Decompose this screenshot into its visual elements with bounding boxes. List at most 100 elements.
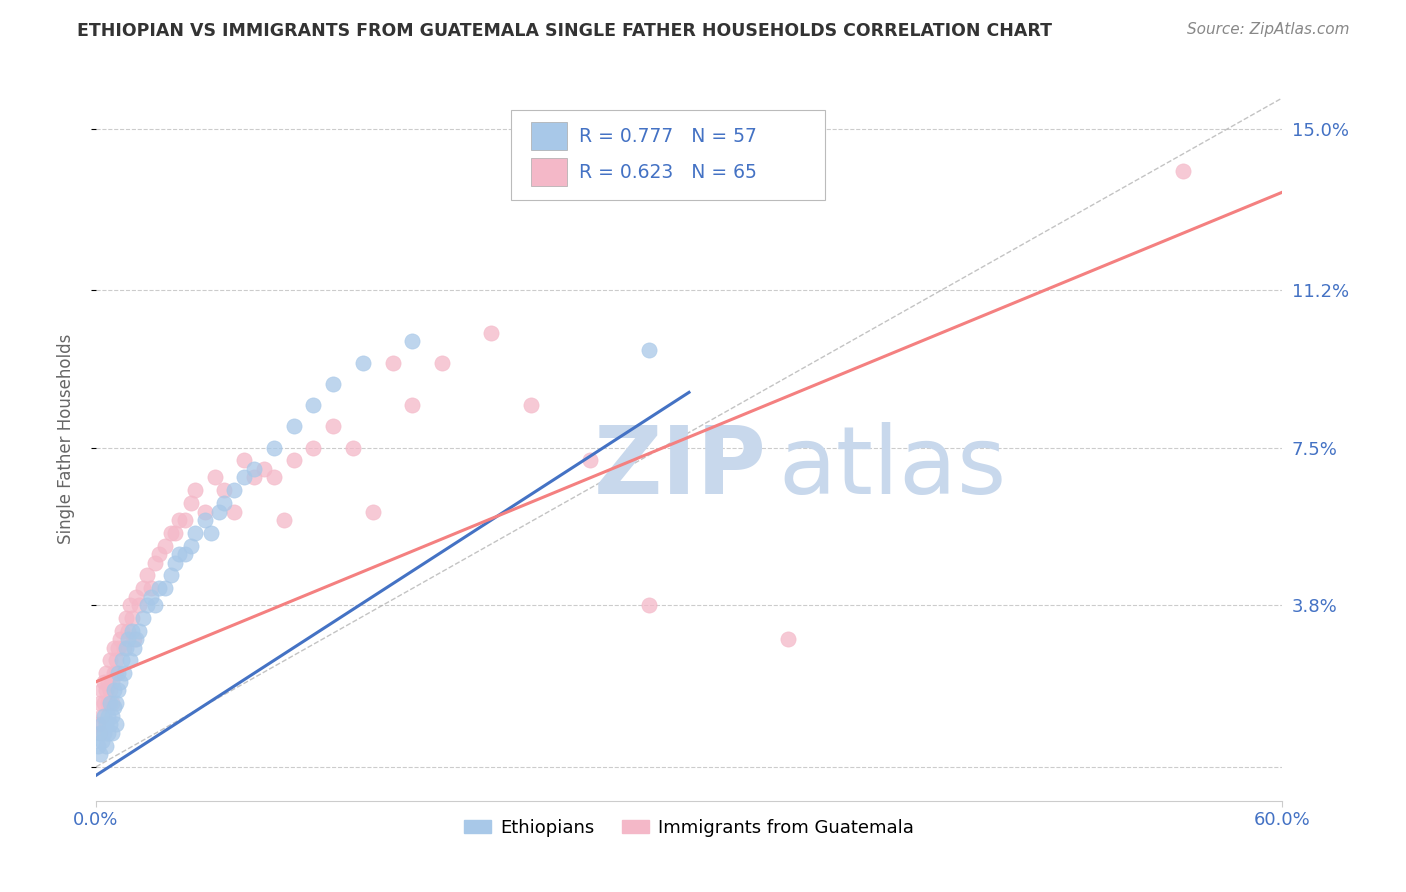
Point	[263, 470, 285, 484]
Point	[117, 624, 139, 638]
Point	[273, 513, 295, 527]
Point	[184, 525, 207, 540]
Point	[101, 674, 124, 689]
Point	[124, 632, 146, 647]
Point	[114, 640, 136, 655]
Point	[108, 632, 131, 647]
Point	[103, 683, 125, 698]
Point	[114, 611, 136, 625]
Point	[401, 334, 423, 349]
Point	[103, 700, 125, 714]
Bar	[531, 159, 567, 186]
Point	[479, 326, 502, 340]
Bar	[531, 122, 567, 150]
Point	[94, 683, 117, 698]
Point	[165, 525, 187, 540]
Point	[638, 598, 661, 612]
Point	[136, 568, 159, 582]
Point	[101, 708, 124, 723]
Point	[214, 496, 236, 510]
Point	[143, 556, 166, 570]
Text: R = 0.777   N = 57: R = 0.777 N = 57	[579, 127, 756, 145]
Point	[98, 683, 121, 698]
Point	[128, 598, 150, 612]
Point	[638, 343, 661, 357]
Point	[111, 653, 134, 667]
Point	[302, 398, 325, 412]
Text: ZIP: ZIP	[595, 422, 768, 514]
Point	[97, 708, 120, 723]
Text: R = 0.623   N = 65: R = 0.623 N = 65	[579, 162, 756, 182]
Point	[89, 726, 111, 740]
Point	[121, 611, 143, 625]
Point	[160, 525, 183, 540]
Point	[108, 674, 131, 689]
Point	[111, 624, 134, 638]
Point	[141, 590, 163, 604]
Point	[200, 525, 222, 540]
Point	[87, 717, 110, 731]
Point	[117, 632, 139, 647]
Point	[124, 590, 146, 604]
Point	[97, 674, 120, 689]
Point	[128, 624, 150, 638]
Point	[104, 666, 127, 681]
Point	[97, 696, 120, 710]
Point	[98, 653, 121, 667]
Point	[167, 513, 190, 527]
Point	[283, 419, 305, 434]
Point	[107, 666, 129, 681]
Point	[233, 453, 256, 467]
Point	[401, 398, 423, 412]
Point	[143, 598, 166, 612]
Point	[93, 696, 115, 710]
Point	[97, 726, 120, 740]
Point	[107, 640, 129, 655]
Point	[87, 739, 110, 753]
Point	[98, 696, 121, 710]
Point	[104, 696, 127, 710]
Point	[136, 598, 159, 612]
Point	[107, 683, 129, 698]
Point	[91, 734, 114, 748]
Point	[132, 611, 155, 625]
Point	[103, 640, 125, 655]
Point	[121, 624, 143, 638]
Point	[302, 441, 325, 455]
Point	[112, 640, 135, 655]
Point	[148, 547, 170, 561]
Point	[94, 717, 117, 731]
Point	[122, 640, 145, 655]
Point	[520, 398, 543, 412]
Point	[104, 653, 127, 667]
Text: ETHIOPIAN VS IMMIGRANTS FROM GUATEMALA SINGLE FATHER HOUSEHOLDS CORRELATION CHAR: ETHIOPIAN VS IMMIGRANTS FROM GUATEMALA S…	[77, 22, 1052, 40]
Text: Source: ZipAtlas.com: Source: ZipAtlas.com	[1187, 22, 1350, 37]
Point	[243, 470, 266, 484]
Point	[118, 598, 141, 612]
Point	[776, 632, 799, 647]
Point	[180, 539, 202, 553]
Point	[89, 726, 111, 740]
Point	[98, 717, 121, 731]
Point	[94, 739, 117, 753]
Point	[160, 568, 183, 582]
Point	[214, 483, 236, 498]
Point	[174, 547, 197, 561]
Text: atlas: atlas	[778, 422, 1007, 514]
Point	[104, 717, 127, 731]
Point	[283, 453, 305, 467]
Point	[381, 355, 404, 369]
Point	[194, 504, 217, 518]
Point	[165, 556, 187, 570]
Point	[153, 539, 176, 553]
Point	[361, 504, 384, 518]
Point	[204, 470, 226, 484]
Point	[122, 632, 145, 647]
Point	[103, 666, 125, 681]
Point	[91, 717, 114, 731]
Point	[174, 513, 197, 527]
Point	[243, 462, 266, 476]
Point	[207, 504, 229, 518]
Point	[141, 581, 163, 595]
Point	[194, 513, 217, 527]
